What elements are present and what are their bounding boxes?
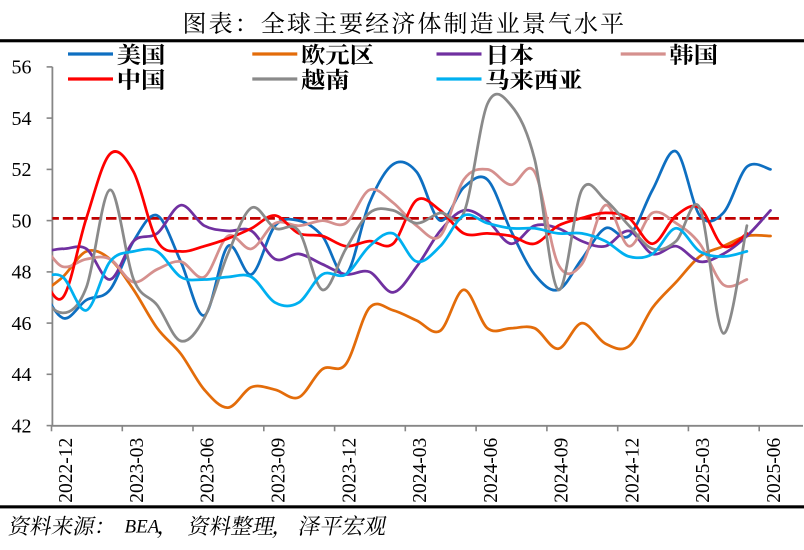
- svg-text:2023-03: 2023-03: [127, 438, 148, 503]
- svg-text:2024-06: 2024-06: [481, 438, 502, 503]
- svg-text:2024-03: 2024-03: [410, 438, 431, 503]
- svg-text:2025-06: 2025-06: [764, 438, 785, 503]
- svg-text:2024-12: 2024-12: [622, 438, 643, 503]
- svg-text:50: 50: [12, 210, 32, 232]
- svg-text:2025-03: 2025-03: [693, 438, 714, 503]
- svg-text:48: 48: [12, 262, 32, 284]
- svg-text:56: 56: [12, 57, 32, 79]
- svg-text:2022-12: 2022-12: [56, 438, 77, 503]
- svg-text:46: 46: [12, 313, 32, 335]
- svg-text:54: 54: [12, 108, 32, 130]
- svg-text:BEA: BEA: [125, 517, 160, 538]
- svg-text:42: 42: [12, 415, 32, 437]
- svg-text:2023-09: 2023-09: [269, 438, 290, 503]
- svg-text:44: 44: [12, 364, 32, 386]
- svg-text:52: 52: [12, 159, 32, 181]
- svg-text:2024-09: 2024-09: [552, 438, 573, 503]
- svg-text:2023-06: 2023-06: [198, 438, 219, 503]
- svg-text:2023-12: 2023-12: [339, 438, 360, 503]
